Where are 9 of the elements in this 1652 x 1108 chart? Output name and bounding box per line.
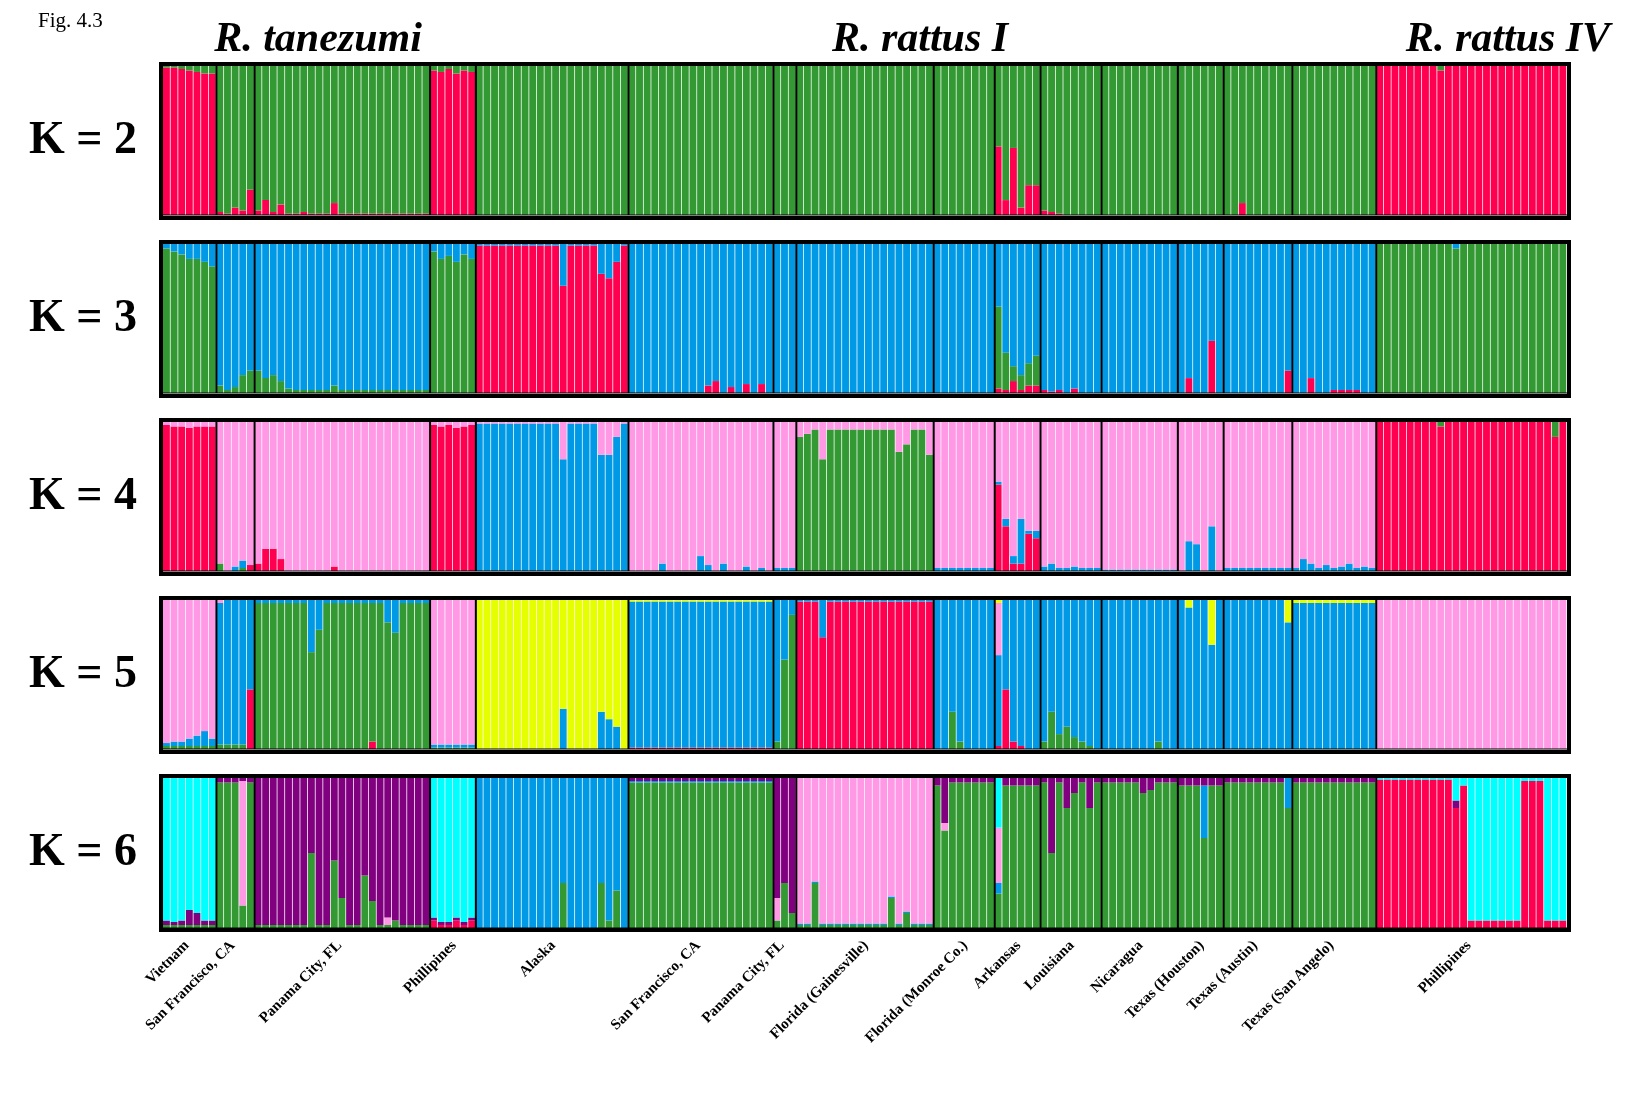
caption: Fig. 4.3 xyxy=(38,8,103,32)
text: K = 6 xyxy=(28,824,138,875)
text: K = 3 xyxy=(28,290,138,341)
text: R. rattus I xyxy=(831,14,1009,60)
text: K = 5 xyxy=(28,646,138,697)
text: K = 4 xyxy=(28,468,138,519)
text: K = 2 xyxy=(28,112,138,163)
text: R. rattus IV xyxy=(1405,14,1611,60)
text: R. tanezumi xyxy=(214,14,422,60)
